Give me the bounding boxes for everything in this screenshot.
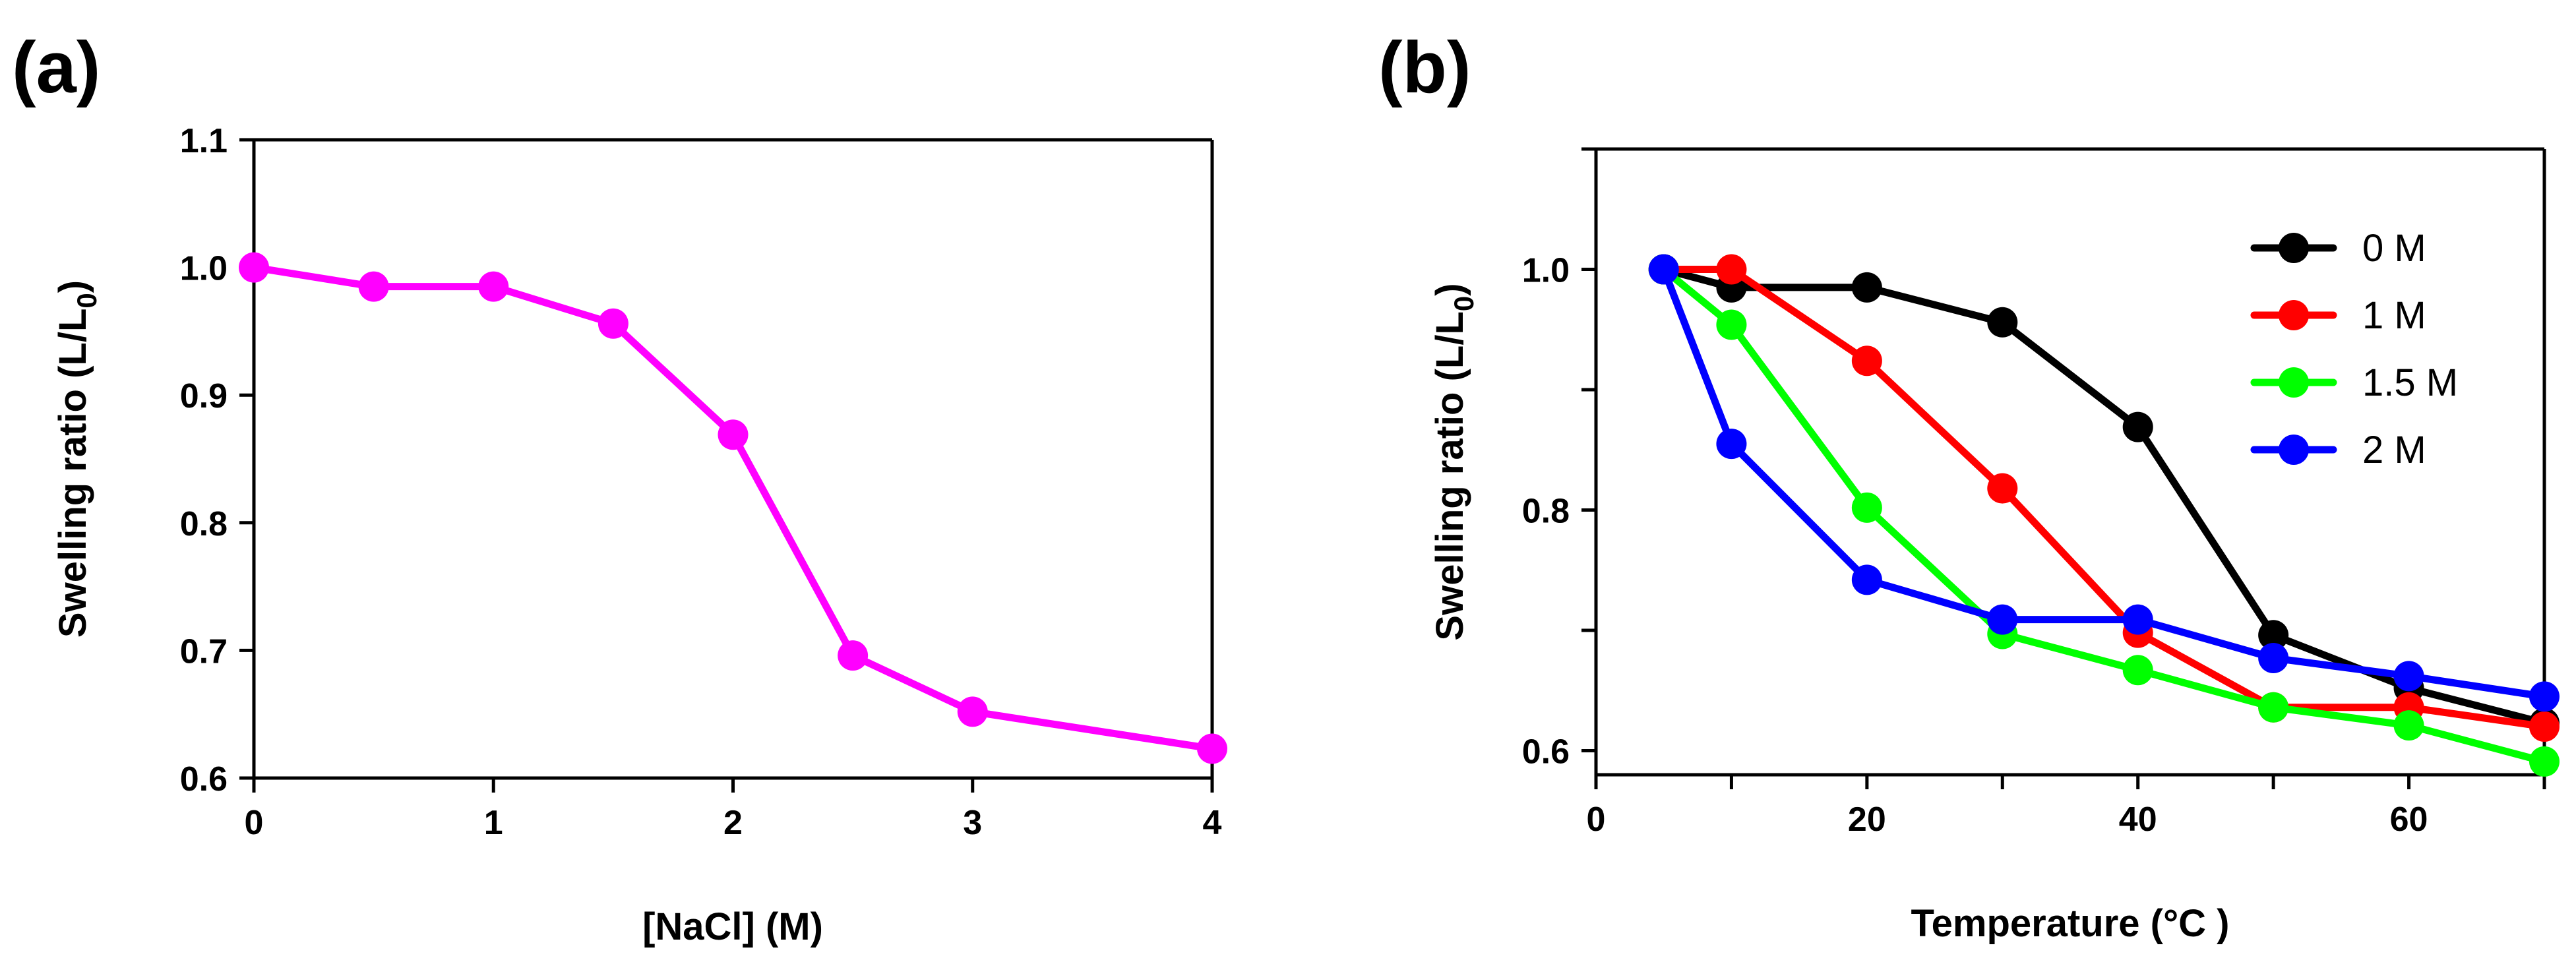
series-line-nacl xyxy=(250,264,1216,752)
data-point xyxy=(1716,309,1747,340)
data-point xyxy=(239,252,269,283)
data-point xyxy=(2529,681,2560,712)
data-point xyxy=(2529,711,2560,742)
y-tick-label: 1.0 xyxy=(180,250,228,288)
data-point xyxy=(1851,492,1882,523)
y-tick-label: 0.6 xyxy=(180,760,228,798)
data-point xyxy=(2122,655,2153,686)
panel-label-b: (b) xyxy=(1378,27,1471,108)
data-point xyxy=(478,271,509,302)
y-tick-label: 1.0 xyxy=(1522,252,1570,290)
y-tick-label: 0.7 xyxy=(180,632,228,671)
x-axis-title: [NaCl] (M) xyxy=(642,905,823,948)
data-point xyxy=(957,696,988,727)
y-axis-title-main: Swelling ratio (L/L xyxy=(1428,311,1471,640)
x-tick-label: 40 xyxy=(2119,800,2157,839)
data-point xyxy=(838,640,869,671)
data-point xyxy=(1197,733,1227,764)
x-tick-label: 60 xyxy=(2390,800,2428,839)
x-tick-label: 20 xyxy=(1848,800,1886,839)
x-tick-label: 3 xyxy=(963,804,982,842)
data-point xyxy=(1987,604,2018,635)
data-point xyxy=(2393,710,2424,741)
y-axis-title-main: Swelling ratio (L/L xyxy=(51,309,94,638)
x-tick-label: 1 xyxy=(484,804,503,842)
y-axis-title: Swelling ratio (L/L0) xyxy=(51,280,102,638)
y-tick-label: 0.8 xyxy=(180,505,228,543)
legend-swatch-marker xyxy=(2279,300,2309,330)
series-line-1-5-m xyxy=(1660,266,2548,766)
series-line-2-m xyxy=(1660,266,2548,700)
chart-a-nacl: 0 1 2 3 4 0.6 0.7 0.8 0.9 1.0 1.1 [NaCl] (M) Swellin… xyxy=(51,122,1227,948)
legend-swatch-marker xyxy=(2279,367,2309,398)
series-line-1-m xyxy=(1660,266,2548,731)
x-tick-label: 2 xyxy=(723,804,743,842)
y-tick-label: 0.6 xyxy=(1522,733,1570,771)
legend-entry-label: 2 M xyxy=(2362,429,2426,471)
y-axis-title-subscript: 0 xyxy=(1448,296,1479,311)
panel-label-a: (a) xyxy=(12,27,100,108)
x-axis-title: Temperature (°C ) xyxy=(1911,902,2230,945)
data-point xyxy=(2258,642,2289,673)
legend-entry-label: 0 M xyxy=(2362,227,2426,270)
data-point xyxy=(1851,346,1882,377)
data-point xyxy=(2529,746,2560,777)
chart-b-temperature: 0 20 40 60 0.6 0.8 1.0 Temperature (°C ) Swellin… xyxy=(1428,147,2560,945)
data-point xyxy=(1716,254,1747,285)
data-point xyxy=(2393,661,2424,692)
data-point xyxy=(2122,411,2153,442)
data-point xyxy=(718,419,749,450)
data-point xyxy=(2258,620,2289,651)
legend-swatch-marker xyxy=(2279,233,2309,263)
data-point xyxy=(1648,254,1679,285)
y-tick-label: 1.1 xyxy=(180,122,228,160)
data-point xyxy=(1716,429,1747,460)
y-axis-title-end: ) xyxy=(51,280,94,293)
x-tick-label: 0 xyxy=(1587,800,1606,839)
legend-swatch-marker xyxy=(2279,435,2309,465)
data-point xyxy=(1851,272,1882,303)
legend-entry-label: 1 M xyxy=(2362,294,2426,337)
y-tick-label: 0.8 xyxy=(1522,493,1570,531)
y-tick-label: 0.9 xyxy=(180,377,228,415)
y-axis-title: Swelling ratio (L/L0) xyxy=(1428,283,1479,640)
legend-entry-label: 1.5 M xyxy=(2362,361,2458,404)
x-tick-label: 0 xyxy=(245,804,264,842)
data-point xyxy=(1987,307,2018,338)
x-tick-label: 4 xyxy=(1203,804,1222,842)
data-point xyxy=(2258,692,2289,723)
y-axis-title-end: ) xyxy=(1428,283,1471,295)
y-axis-title-subscript: 0 xyxy=(71,293,102,308)
series-line-0-m xyxy=(1660,266,2548,727)
data-point xyxy=(598,308,629,339)
data-point xyxy=(2122,604,2153,635)
data-point xyxy=(358,271,389,302)
data-point xyxy=(1851,564,1882,595)
data-point xyxy=(1987,473,2018,504)
